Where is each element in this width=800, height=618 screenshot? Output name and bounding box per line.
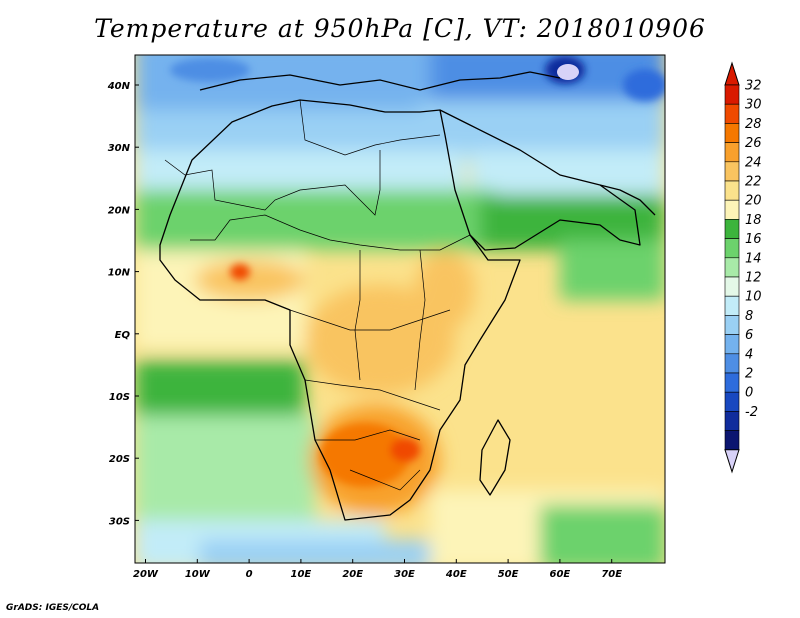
lon-tick-label: 70E (601, 569, 622, 580)
colorbar-label: -2 (745, 405, 758, 420)
lat-tick-label: 40N (107, 81, 131, 92)
coastlines (159, 71, 656, 521)
colorbar-swatch (724, 84, 740, 105)
country-borders (164, 99, 471, 491)
colorbar-swatch (724, 180, 740, 201)
plot-frame (134, 54, 666, 564)
colorbar-label: 24 (745, 155, 762, 170)
lon-tick-label: 20W (133, 569, 159, 580)
colorbar-swatch (724, 411, 740, 431)
colorbar-label: 0 (745, 386, 753, 401)
lon-tick-label: 10E (291, 569, 312, 580)
colorbar-label: 20 (745, 194, 762, 209)
colorbar-swatch (724, 334, 740, 355)
colorbar-swatch (724, 391, 740, 412)
colorbar-label: 16 (745, 232, 762, 247)
colorbar-swatch (724, 257, 740, 278)
colorbar-label: 12 (745, 271, 762, 286)
lat-tick-label: 20N (108, 205, 131, 216)
map-title: Temperature at 950hPa [C], VT: 201801090… (94, 14, 706, 43)
colorbar-label: 10 (745, 290, 762, 305)
colorbar-swatch (724, 199, 740, 220)
lat-tick-label: EQ (115, 330, 131, 341)
credit-label: GrADS: IGES/COLA (6, 603, 100, 613)
colorbar-label: 4 (745, 347, 753, 362)
colorbar-swatch (724, 238, 740, 259)
colorbar-top-arrow (724, 61, 740, 86)
colorbar-swatch (724, 430, 740, 451)
latitude-axis: 40N 30N 20N 10N EQ 10S 20S 30S (107, 81, 139, 527)
lat-tick-label: 10N (108, 268, 131, 279)
colorbar-swatch (724, 123, 740, 143)
colorbar-swatch (724, 295, 740, 316)
lon-tick-label: 40E (445, 569, 467, 580)
lon-tick-label: 0 (246, 569, 253, 580)
colorbar-swatch (724, 276, 740, 297)
longitude-axis: 20W 10W 0 10E 20E 30E 40E 50E 60E 70E (133, 559, 622, 580)
colorbar-swatch (724, 161, 740, 182)
lon-tick-label: 30E (394, 569, 415, 580)
colorbar-swatch (724, 103, 740, 124)
colorbar-swatch (724, 315, 740, 335)
lon-tick-label: 50E (498, 569, 519, 580)
lat-tick-label: 30N (108, 143, 131, 154)
lon-tick-label: 60E (550, 569, 571, 580)
lon-tick-label: 20E (342, 569, 363, 580)
colorbar-label: 32 (745, 79, 762, 94)
colorbar-swatch (724, 353, 740, 374)
colorbar-bottom-arrow (724, 449, 740, 474)
lon-tick-label: 10W (185, 569, 211, 580)
colorbar-swatch (724, 142, 740, 163)
colorbar-label: 28 (745, 117, 762, 132)
colorbar-label: 26 (745, 136, 762, 151)
colorbar-label: 8 (745, 309, 753, 324)
colorbar-label: 6 (745, 328, 753, 343)
colorbar-swatch (724, 219, 740, 239)
colorbar-label: 18 (745, 213, 762, 228)
colorbar-label: 2 (745, 367, 753, 382)
colorbar-swatch (724, 372, 740, 393)
lat-tick-label: 10S (109, 392, 130, 403)
colorbar-label: 30 (745, 98, 762, 113)
temperature-field (135, 55, 665, 563)
lat-tick-label: 30S (109, 516, 130, 527)
colorbar-label: 14 (745, 251, 762, 266)
colorbar-label: 22 (745, 175, 762, 190)
lat-tick-label: 20S (109, 454, 130, 465)
